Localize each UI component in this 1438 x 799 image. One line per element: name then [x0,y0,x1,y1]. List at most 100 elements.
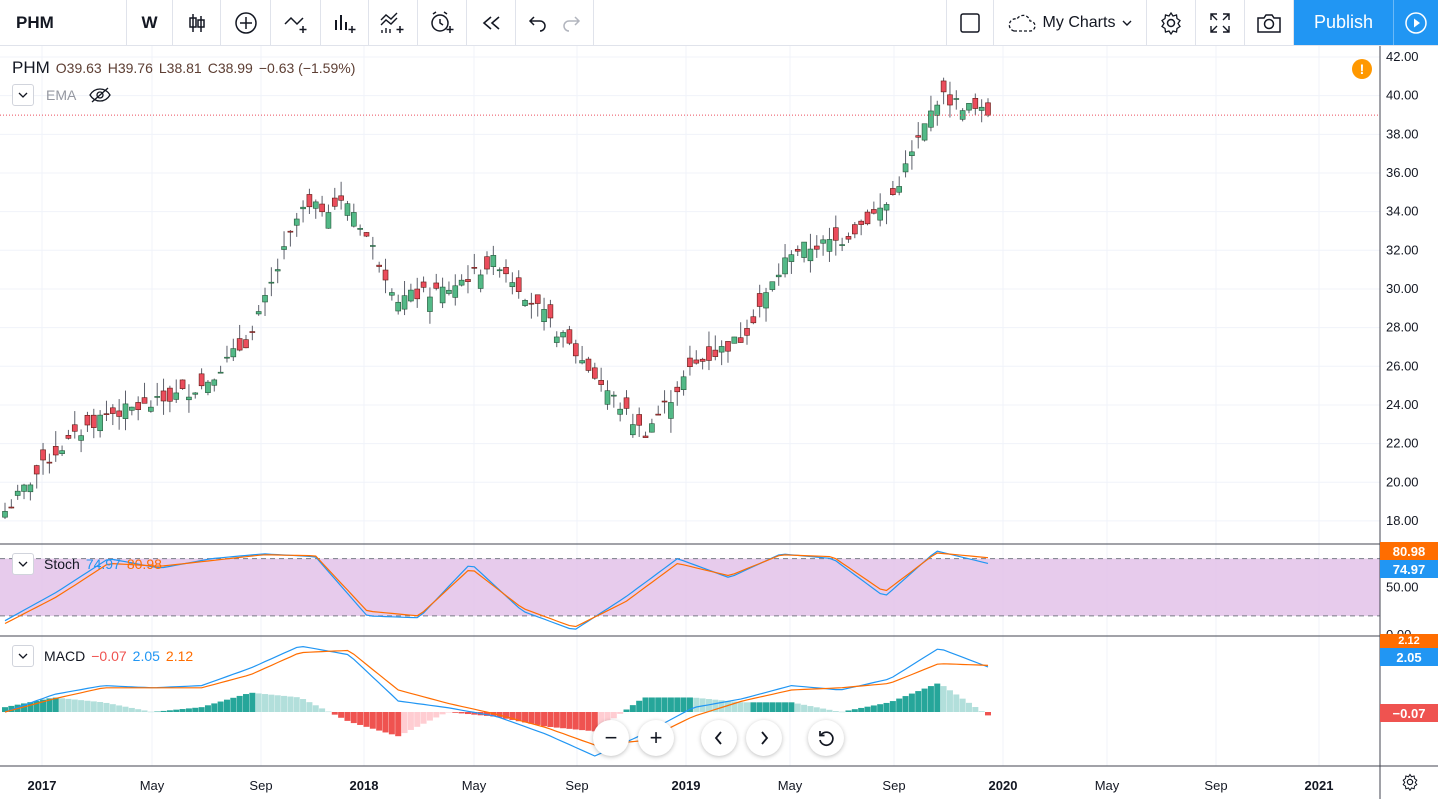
candle-body [820,239,826,244]
chevron-down-icon [18,653,28,659]
symbol-search-button[interactable]: PHM [0,0,127,45]
candle-body [896,186,903,193]
strategy-button[interactable] [369,0,418,45]
candle-body [883,204,890,211]
candle-body [947,94,953,106]
alert-badge-icon[interactable]: ! [1352,59,1372,79]
zoom-in-button[interactable]: + [638,720,674,756]
macd-hist-bar [388,712,395,735]
macd-hist-bar [883,702,890,712]
bar-chart-button[interactable] [321,0,369,45]
macd-hist-bar [801,704,808,712]
macd-hist-bar [985,712,991,716]
macd-hist-bar [2,707,8,712]
indicators-icon [234,11,257,34]
plus-icon: + [649,725,663,750]
scroll-right-button[interactable] [746,720,782,756]
time-tick-label: Sep [1204,778,1227,793]
zoom-out-button[interactable]: − [593,720,629,756]
macd-hist-bar [281,695,288,712]
macd-hist-bar [547,712,554,727]
bar-style-button[interactable] [173,0,221,45]
scroll-left-button[interactable] [701,720,737,756]
ema-collapse-button[interactable] [12,84,34,106]
macd-hist-bar [604,712,611,723]
eye-hidden-icon[interactable] [88,86,112,104]
legend-change: −0.63 (−1.59%) [258,60,356,76]
macd-hist-bar [718,700,725,712]
price-tick-label: 22.00 [1386,436,1419,451]
stoch-band [0,558,1380,616]
replay-button[interactable] [467,0,516,45]
candle-body [205,381,211,393]
undo-icon[interactable] [528,14,548,32]
macd-hist-bar [598,712,605,727]
candle-body [750,316,757,324]
macd-hist-bar [921,688,928,712]
candle-body [706,346,712,361]
chevron-down-icon [18,92,28,98]
candle-body [217,371,224,374]
macd-hist-bar [972,707,979,712]
alert-button[interactable] [418,0,467,45]
macd-hist-bar [769,702,776,712]
interval-button[interactable]: W [127,0,173,45]
macd-hist-bar [452,712,459,713]
macd-hist-bar [915,691,922,712]
legend-close: C38.99 [207,60,253,76]
redo-icon[interactable] [561,14,581,32]
select-button[interactable] [946,0,994,45]
candle-body [90,414,97,428]
macd-hist-bar [959,698,966,712]
candle-body [623,397,630,409]
axis-settings-button[interactable] [1396,770,1424,794]
indicators-button[interactable] [221,0,271,45]
macd-hist-bar [864,706,871,712]
candle-body [572,343,579,357]
macd-hist-bar [908,693,915,712]
candle-body [528,302,535,305]
candle-body [344,203,351,216]
macd-hist-bar [648,697,655,712]
time-tick-label: 2019 [672,778,701,793]
macd-hist-bar [896,698,903,712]
macd-hist-bar [693,697,700,712]
time-tick-label: May [462,778,487,793]
macd-hist-bar [927,686,934,712]
settings-icon [1161,11,1181,35]
chart-area[interactable]: 42.00 40.00 38.00 36.00 34.00 32.00 30.00 28.00… [0,46,1438,799]
time-tick-label: 2017 [28,778,57,793]
stoch-collapse-button[interactable] [12,553,34,575]
compare-button[interactable] [271,0,321,45]
macd-hist-bar [464,712,471,715]
snapshot-button[interactable] [1245,0,1294,45]
candle-body [331,197,338,207]
settings-button[interactable] [1147,0,1196,45]
candle-body [788,254,795,262]
publish-button[interactable]: Publish [1294,0,1393,45]
macd-hist-bar [471,712,478,715]
play-button[interactable] [1393,0,1438,45]
reset-chart-button[interactable] [808,720,844,756]
cloud-icon [1008,14,1036,32]
macd-hist-bar [642,697,649,712]
candle-body [978,106,985,111]
macd-hist-bar [223,699,230,712]
macd-hist-bar [845,710,852,712]
macd-hist-bar [65,698,72,712]
macd-hist-bar [877,704,884,712]
candle-body [97,414,103,432]
candle-body [642,435,649,438]
macd-hist-bar [128,707,135,712]
macd-hist-bar [116,705,123,712]
layout-button[interactable]: My Charts [994,0,1147,45]
candle-body [534,294,541,304]
candle-body [338,195,344,201]
candle-body [211,379,218,386]
candle-body [287,230,294,233]
fullscreen-button[interactable] [1196,0,1245,45]
candle-body [972,98,979,109]
macd-hist-bar [249,692,256,712]
macd-collapse-button[interactable] [12,645,34,667]
candle-body [192,392,199,395]
